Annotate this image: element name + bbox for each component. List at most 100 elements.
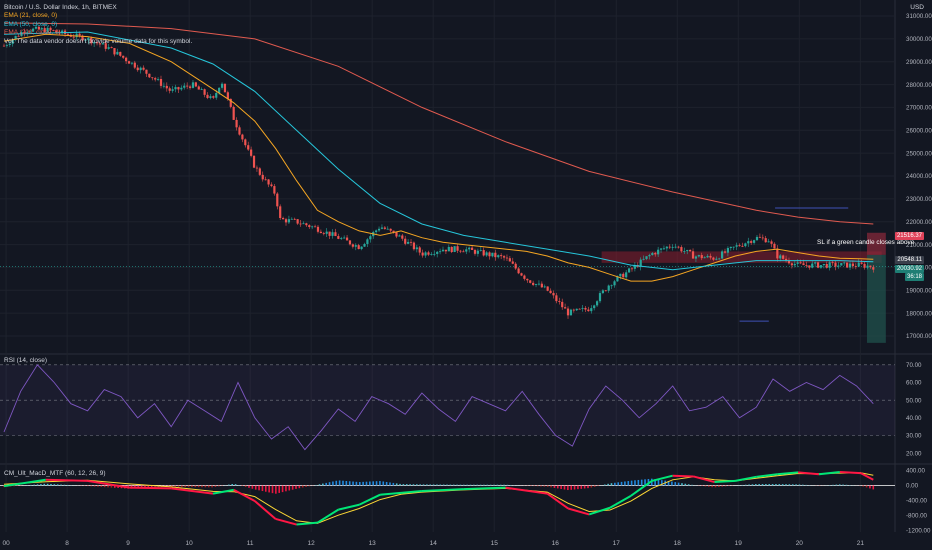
macd-histogram-bar xyxy=(493,484,495,486)
candle-body xyxy=(197,86,200,90)
candle-body xyxy=(229,98,232,107)
macd-histogram-bar xyxy=(556,485,559,489)
y-tick-label: 23000.00 xyxy=(906,196,932,203)
symbol-title[interactable]: Bitcoin / U.S. Dollar Index, 1h, BITMEX xyxy=(4,4,117,11)
candle-body xyxy=(296,219,299,224)
macd-histogram-bar xyxy=(264,485,267,492)
rsi-label[interactable]: RSI (14, close) xyxy=(4,357,47,364)
candle-body xyxy=(764,238,767,243)
candle-body xyxy=(718,258,721,260)
ema200-legend[interactable]: EMA (200, close, 0) xyxy=(4,29,61,37)
candle-body xyxy=(767,241,770,243)
candle-body xyxy=(662,248,666,250)
macd-histogram-bar xyxy=(244,485,247,487)
macd-line-segment xyxy=(296,521,318,526)
candle-body xyxy=(130,62,134,64)
candle-body xyxy=(276,193,279,207)
macd-histogram-bar xyxy=(775,484,777,486)
macd-histogram-bar xyxy=(140,485,143,489)
macd-histogram-bar xyxy=(345,480,348,486)
macd-histogram-bar xyxy=(144,485,146,488)
macd-histogram-bar xyxy=(171,485,173,487)
macd-line-segment xyxy=(3,478,46,488)
macd-histogram-bar xyxy=(184,485,187,487)
macd-histogram-bar xyxy=(207,485,210,488)
macd-histogram-bar xyxy=(382,481,385,486)
candle-body xyxy=(218,87,221,94)
macd-histogram-bar xyxy=(499,484,502,486)
candle-body xyxy=(639,259,642,267)
candle-body xyxy=(177,87,180,90)
candle-body xyxy=(279,206,282,219)
macd-histogram-bar xyxy=(479,484,482,486)
macd-histogram-bar xyxy=(348,481,351,486)
x-tick-label: 11 xyxy=(247,540,254,547)
candle-body xyxy=(401,235,404,239)
macd-histogram-bar xyxy=(506,484,509,486)
macd-histogram-bar xyxy=(788,484,791,486)
macd-histogram-bar xyxy=(429,484,432,486)
macd-histogram-bar xyxy=(278,485,281,493)
candle-body xyxy=(90,37,93,44)
candle-body xyxy=(348,240,352,245)
macd-histogram-bar xyxy=(318,484,321,486)
macd-histogram-bar xyxy=(63,484,66,486)
candle-body xyxy=(145,69,148,74)
macd-histogram-bar xyxy=(781,484,784,486)
macd-line-segment xyxy=(45,478,88,482)
candle-body xyxy=(119,51,122,56)
ema21-line xyxy=(3,33,874,282)
macd-histogram-bar xyxy=(97,485,99,487)
macd-histogram-bar xyxy=(392,482,395,486)
macd-histogram-bar xyxy=(708,485,710,487)
candle-body xyxy=(223,83,227,93)
stop-loss-box xyxy=(867,232,886,255)
macd-histogram-bar xyxy=(416,484,418,486)
macd-histogram-bar xyxy=(744,484,747,486)
candle-body xyxy=(194,82,197,87)
rsi-tick-label: 30.00 xyxy=(906,433,922,440)
candle-body xyxy=(651,253,654,256)
macd-histogram-bar xyxy=(402,484,405,486)
macd-histogram-bar xyxy=(56,484,59,486)
macd-histogram-bar xyxy=(795,484,797,486)
candle-body xyxy=(444,249,448,252)
candle-body xyxy=(721,251,724,259)
candle-body xyxy=(418,247,421,253)
candle-body xyxy=(572,309,575,311)
candle-body xyxy=(872,267,875,270)
candle-body xyxy=(729,246,732,249)
macd-histogram-bar xyxy=(335,480,338,486)
candle-body xyxy=(37,26,40,30)
candle-body xyxy=(555,295,558,302)
candle-body xyxy=(715,258,718,260)
macd-histogram-bar xyxy=(718,485,720,487)
y-tick-label: 29000.00 xyxy=(906,59,932,66)
macd-histogram-bar xyxy=(355,481,358,486)
candle-body xyxy=(151,77,154,79)
ema50-legend[interactable]: EMA (50, close, 0) xyxy=(4,20,58,28)
candle-body xyxy=(482,250,485,256)
macd-histogram-bar xyxy=(187,485,190,488)
macd-histogram-bar xyxy=(483,484,485,486)
ema21-legend[interactable]: EMA (21, close, 0) xyxy=(4,12,58,20)
candle-body xyxy=(72,36,75,38)
x-tick-label: 18 xyxy=(674,540,682,547)
macd-histogram-bar xyxy=(869,485,871,489)
macd-label[interactable]: CM_Ult_MacD_MTF (60, 12, 26, 9) xyxy=(4,470,106,477)
candle-body xyxy=(540,283,543,288)
candle-body xyxy=(252,155,256,168)
macd-line-segment xyxy=(797,471,820,476)
candle-body xyxy=(165,85,168,89)
volume-legend[interactable]: Vol: The data vendor doesn't provide vol… xyxy=(4,37,193,45)
macd-tick-label: 0.00 xyxy=(906,483,919,490)
candle-body xyxy=(313,226,317,228)
candle-body xyxy=(98,43,102,45)
candle-body xyxy=(601,290,605,294)
x-tick-label: 8 xyxy=(65,540,69,547)
macd-histogram-bar xyxy=(167,485,170,487)
candle-body xyxy=(412,242,416,250)
candle-body xyxy=(680,247,683,252)
candle-body xyxy=(392,230,395,233)
